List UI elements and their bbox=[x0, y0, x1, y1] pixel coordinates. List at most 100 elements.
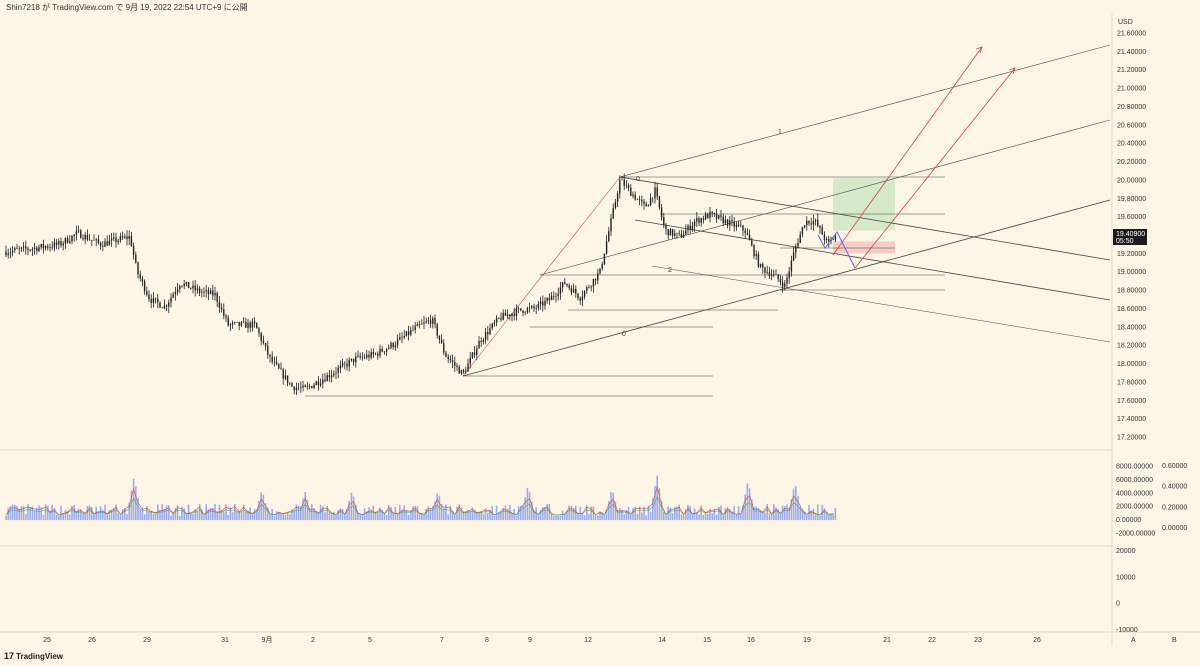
candle-body bbox=[297, 387, 300, 389]
candle-body bbox=[599, 268, 601, 274]
volume-bar bbox=[806, 514, 808, 521]
candle-body bbox=[137, 262, 139, 275]
volume-bar bbox=[29, 507, 31, 521]
candle-body bbox=[517, 308, 520, 309]
volume-bar bbox=[689, 505, 691, 521]
volume-bar bbox=[506, 508, 509, 521]
volume-bar bbox=[718, 506, 720, 521]
candle-body bbox=[104, 241, 106, 247]
candle-body bbox=[80, 230, 82, 239]
candle-body bbox=[53, 242, 56, 248]
candle-body bbox=[454, 361, 456, 366]
stop-zone bbox=[833, 241, 895, 254]
volume-bar bbox=[181, 506, 183, 521]
volume-bar bbox=[687, 505, 689, 521]
volume-bar bbox=[238, 510, 240, 521]
candle-body bbox=[647, 204, 650, 207]
volume-bar bbox=[663, 512, 665, 521]
volume-bar bbox=[469, 511, 471, 521]
candle-body bbox=[539, 301, 542, 304]
volume-bar bbox=[828, 514, 830, 521]
candle-body bbox=[38, 247, 40, 251]
candle-body bbox=[306, 386, 309, 387]
volume-bar bbox=[302, 498, 304, 521]
volume-bar bbox=[709, 509, 711, 521]
volume-bar bbox=[201, 509, 203, 521]
candle-body bbox=[819, 226, 821, 228]
candle-body bbox=[207, 290, 210, 294]
volume-bar bbox=[759, 510, 762, 521]
volume-bar bbox=[141, 507, 144, 521]
candle-body bbox=[823, 234, 826, 240]
candle-body bbox=[660, 207, 663, 218]
volume-bar bbox=[515, 515, 518, 521]
volume-bar bbox=[22, 506, 25, 521]
volume-bar bbox=[465, 511, 467, 521]
candle-body bbox=[649, 197, 652, 205]
volume-bar bbox=[71, 506, 73, 521]
volume-bar bbox=[671, 513, 674, 521]
candle-body bbox=[176, 289, 179, 293]
volume-bar bbox=[445, 504, 447, 521]
volume-bar bbox=[55, 514, 58, 521]
candle-body bbox=[702, 218, 705, 220]
candle-body bbox=[665, 224, 667, 230]
volume-bar bbox=[685, 509, 687, 521]
volume-bar bbox=[154, 512, 157, 521]
candle-body bbox=[385, 348, 388, 352]
volume-bar bbox=[179, 515, 181, 521]
candle-body bbox=[44, 246, 47, 248]
price-label: 20.20000 bbox=[1117, 159, 1146, 166]
volume-bar bbox=[704, 512, 707, 521]
time-label: 31 bbox=[221, 637, 229, 644]
candle-body bbox=[676, 232, 678, 234]
current-price-tag bbox=[1113, 229, 1147, 245]
volume-bar bbox=[148, 510, 150, 521]
candle-body bbox=[627, 185, 630, 188]
volume-bar bbox=[174, 508, 177, 521]
volume-bar bbox=[5, 516, 7, 521]
candle-body bbox=[267, 346, 269, 355]
scale-button-a[interactable]: A bbox=[1131, 637, 1136, 644]
candle-body bbox=[93, 240, 95, 241]
candle-body bbox=[753, 245, 755, 256]
candle-body bbox=[225, 315, 227, 318]
candle-body bbox=[443, 343, 445, 353]
candle-body bbox=[513, 313, 515, 316]
volume-bar bbox=[649, 511, 652, 521]
volume-bar bbox=[317, 513, 320, 521]
candle-body bbox=[504, 312, 507, 316]
volume-bar bbox=[473, 510, 476, 521]
volume-bar bbox=[82, 512, 84, 521]
volume-bar bbox=[293, 510, 295, 521]
volume-bar bbox=[410, 510, 412, 521]
candle-body bbox=[319, 383, 322, 386]
volume-bar bbox=[341, 508, 344, 521]
volume-bar bbox=[669, 507, 672, 521]
volume-bar bbox=[586, 504, 588, 521]
candle-body bbox=[370, 352, 372, 358]
candle-body bbox=[579, 298, 581, 301]
candle-body bbox=[790, 260, 793, 272]
volume-bar bbox=[249, 507, 251, 521]
volume-bar bbox=[256, 509, 258, 521]
candle-body bbox=[449, 358, 452, 361]
candle-body bbox=[801, 227, 804, 235]
volume-bar bbox=[612, 492, 614, 521]
volume-bar bbox=[363, 508, 366, 521]
candle-body bbox=[493, 322, 496, 324]
candle-body bbox=[484, 332, 487, 340]
volume-bar bbox=[379, 507, 381, 521]
volume-bar bbox=[603, 515, 606, 521]
scale-button-b[interactable]: B bbox=[1172, 637, 1177, 644]
candle-body bbox=[412, 329, 414, 331]
volume-bar bbox=[304, 492, 306, 521]
candle-body bbox=[808, 220, 810, 224]
candle-body bbox=[746, 232, 749, 235]
volume-bar bbox=[388, 504, 390, 521]
candle-body bbox=[828, 239, 830, 242]
volume-bar bbox=[597, 515, 599, 521]
candle-body bbox=[506, 314, 509, 316]
candle-body bbox=[682, 234, 685, 238]
